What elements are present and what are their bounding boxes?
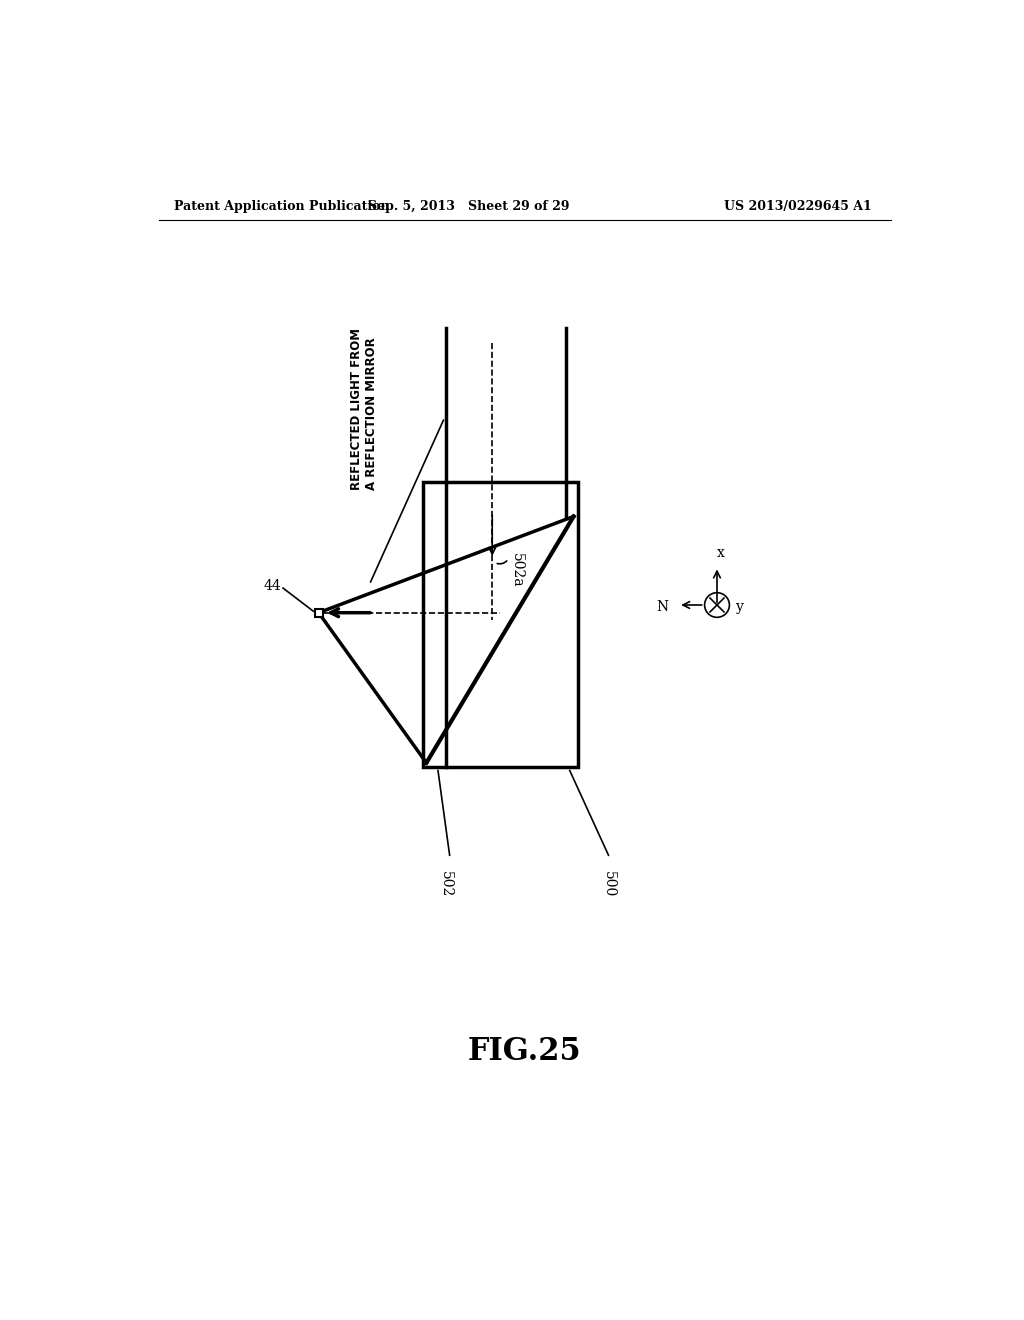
- Text: N: N: [656, 601, 669, 614]
- Text: Patent Application Publication: Patent Application Publication: [174, 199, 390, 213]
- Bar: [314, 609, 323, 616]
- Text: 44: 44: [263, 578, 282, 593]
- Text: 502: 502: [438, 871, 453, 896]
- Text: y: y: [735, 601, 743, 614]
- Text: Sep. 5, 2013   Sheet 29 of 29: Sep. 5, 2013 Sheet 29 of 29: [369, 199, 569, 213]
- Bar: [423, 482, 578, 767]
- Text: 502a: 502a: [510, 553, 524, 587]
- Text: REFLECTED LIGHT FROM
A REFLECTION MIRROR: REFLECTED LIGHT FROM A REFLECTION MIRROR: [350, 327, 379, 490]
- Text: FIG.25: FIG.25: [468, 1036, 582, 1067]
- Text: x: x: [717, 546, 725, 560]
- Text: 500: 500: [601, 871, 615, 896]
- Text: US 2013/0229645 A1: US 2013/0229645 A1: [724, 199, 872, 213]
